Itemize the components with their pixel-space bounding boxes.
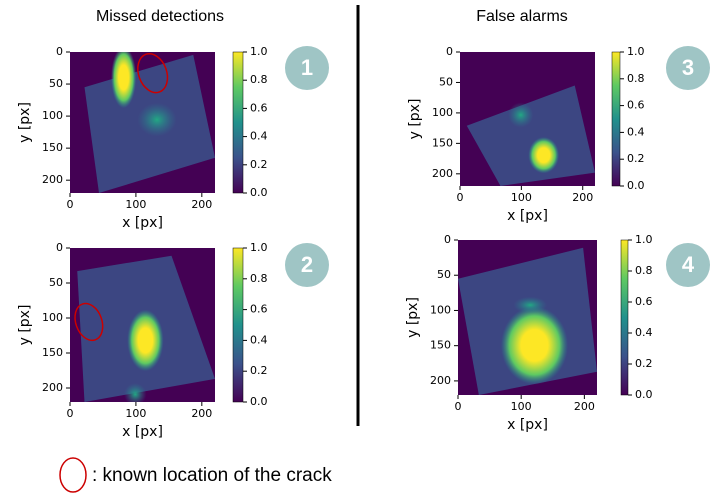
x-axis-label: x [px]: [122, 215, 163, 231]
colorbar-tick-label: 0.8: [635, 264, 653, 277]
image-blob: [137, 102, 177, 137]
x-tick-label: 0: [455, 400, 462, 413]
y-tick-label: 100: [430, 303, 451, 316]
image-blob: [111, 52, 137, 109]
colorbar-tick-label: 0.6: [250, 303, 268, 316]
y-tick-label: 150: [430, 339, 451, 352]
heatmap-image: [460, 52, 595, 186]
y-tick-label: 100: [42, 109, 63, 122]
colorbar-tick-label: 1.0: [635, 233, 653, 246]
x-tick-label: 100: [511, 191, 532, 204]
legend-marker: [59, 457, 87, 493]
y-tick-label: 150: [432, 136, 453, 149]
x-tick-label: 100: [125, 198, 146, 211]
badge: [285, 46, 329, 90]
y-axis-label: y [px]: [407, 99, 423, 140]
colorbar: [611, 51, 621, 187]
x-tick-label: 0: [457, 191, 464, 204]
colorbar-tick-label: 0.0: [250, 186, 268, 199]
y-tick-label: 100: [42, 311, 63, 324]
x-tick-label: 200: [191, 407, 212, 420]
colorbar-tick-label: 0.8: [627, 72, 645, 85]
x-tick-label: 200: [191, 198, 212, 211]
colorbar-tick-label: 0.0: [250, 395, 268, 408]
colorbar: [620, 239, 629, 396]
badge: [666, 46, 710, 90]
colorbar-tick-label: 0.2: [250, 158, 268, 171]
x-tick-label: 100: [511, 400, 532, 413]
y-tick-label: 150: [42, 141, 63, 154]
y-tick-label: 0: [444, 233, 451, 246]
x-axis-label: x [px]: [507, 417, 548, 433]
colorbar-tick-label: 0.0: [627, 179, 645, 192]
column-title: False alarms: [476, 8, 568, 25]
badge-number: 4: [682, 252, 695, 277]
image-blob: [528, 136, 560, 174]
image-blob: [513, 296, 548, 314]
x-tick-label: 200: [572, 191, 593, 204]
y-tick-label: 200: [42, 173, 63, 186]
colorbar-tick-label: 0.2: [627, 152, 645, 165]
badge: [285, 243, 329, 287]
y-tick-label: 50: [49, 276, 63, 289]
colorbar-tick-label: 0.2: [635, 357, 653, 370]
x-axis-label: x [px]: [122, 424, 163, 440]
image-region: [466, 85, 595, 186]
colorbar-tick-label: 0.6: [635, 295, 653, 308]
y-tick-label: 150: [42, 346, 63, 359]
y-tick-label: 200: [432, 167, 453, 180]
image-blob: [500, 306, 569, 385]
colorbar-tick-label: 0.8: [250, 272, 268, 285]
y-tick-label: 0: [56, 45, 63, 58]
badge-number: 2: [301, 252, 313, 277]
x-tick-label: 0: [67, 198, 74, 211]
colorbar-tick-label: 1.0: [627, 45, 645, 58]
crack-marker: [74, 302, 104, 342]
column-title: Missed detections: [96, 8, 224, 25]
y-axis-label: y [px]: [405, 297, 421, 338]
y-tick-label: 0: [56, 241, 63, 254]
y-tick-label: 200: [42, 381, 63, 394]
colorbar: [232, 247, 244, 403]
heatmap-image: [70, 52, 215, 193]
y-tick-label: 200: [430, 374, 451, 387]
colorbar-tick-label: 0.4: [250, 333, 268, 346]
y-tick-label: 50: [439, 75, 453, 88]
colorbar-tick-label: 0.8: [250, 73, 268, 86]
y-tick-label: 100: [432, 106, 453, 119]
colorbar-tick-label: 0.4: [627, 125, 645, 138]
y-axis-label: y [px]: [17, 102, 33, 143]
x-axis-label: x [px]: [507, 208, 548, 224]
badge-number: 1: [301, 55, 313, 80]
x-tick-label: 200: [574, 400, 595, 413]
image-blob: [124, 383, 147, 402]
x-tick-label: 0: [67, 407, 74, 420]
y-tick-label: 50: [437, 268, 451, 281]
heatmap-image: [458, 240, 597, 395]
colorbar-tick-label: 0.4: [250, 130, 268, 143]
x-tick-label: 100: [125, 407, 146, 420]
badge-number: 3: [682, 55, 694, 80]
colorbar-tick-label: 0.4: [635, 326, 653, 339]
colorbar-tick-label: 0.6: [250, 101, 268, 114]
legend-text: : known location of the crack: [92, 465, 332, 486]
crack-marker: [137, 53, 169, 94]
image-blob: [508, 102, 534, 128]
y-tick-label: 0: [446, 45, 453, 58]
badge: [666, 243, 710, 287]
colorbar-tick-label: 1.0: [250, 45, 268, 58]
colorbar-tick-label: 0.2: [250, 364, 268, 377]
colorbar-tick-label: 0.0: [635, 388, 653, 401]
y-axis-label: y [px]: [17, 305, 33, 346]
image-blob: [127, 309, 164, 372]
y-tick-label: 50: [49, 77, 63, 90]
colorbar-tick-label: 1.0: [250, 241, 268, 254]
colorbar-tick-label: 0.6: [627, 99, 645, 112]
heatmap-image: [70, 248, 215, 402]
colorbar: [232, 51, 244, 194]
